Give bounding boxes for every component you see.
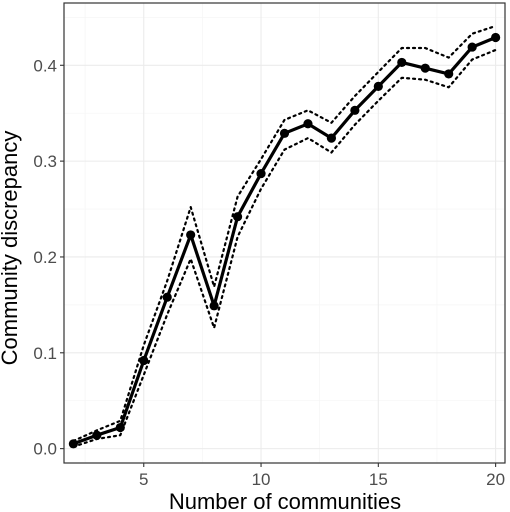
y-tick-label: 0.1	[33, 344, 57, 363]
x-tick-label: 10	[252, 470, 271, 489]
x-tick-label: 15	[369, 470, 388, 489]
upper-bound-dotted-line	[72, 24, 497, 443]
x-tick-label: 20	[486, 470, 505, 489]
x-axis-title: Number of communities	[169, 489, 401, 512]
data-point	[444, 69, 454, 79]
data-point	[232, 212, 243, 222]
y-tick-label: 0.4	[33, 56, 57, 75]
data-point	[279, 128, 290, 138]
data-point	[92, 430, 102, 440]
data-point	[162, 292, 172, 302]
data-point	[303, 119, 313, 129]
series-layer	[68, 24, 501, 449]
data-point	[256, 168, 266, 179]
y-tick-label: 0.3	[33, 152, 57, 171]
axis-ticks: 5 10 15 20 0.0 0.1 0.2 0.3 0.4	[33, 56, 505, 489]
data-point	[209, 301, 219, 311]
y-tick-label: 0.0	[33, 440, 57, 459]
data-point	[350, 105, 360, 115]
data-point	[373, 81, 383, 91]
y-tick-label: 0.2	[33, 248, 57, 267]
data-point	[186, 230, 196, 240]
x-tick-label: 5	[139, 470, 148, 489]
y-axis-title: Community discrepancy	[0, 131, 22, 366]
data-point	[491, 32, 501, 43]
data-point	[467, 42, 477, 52]
data-point	[139, 355, 149, 366]
lower-bound-dotted-line	[72, 48, 497, 448]
minor-gridlines	[64, 3, 505, 463]
data-point	[397, 57, 407, 68]
data-point	[420, 63, 430, 73]
data-point	[326, 133, 337, 143]
panel-border	[63, 2, 506, 464]
major-gridlines	[64, 3, 505, 463]
